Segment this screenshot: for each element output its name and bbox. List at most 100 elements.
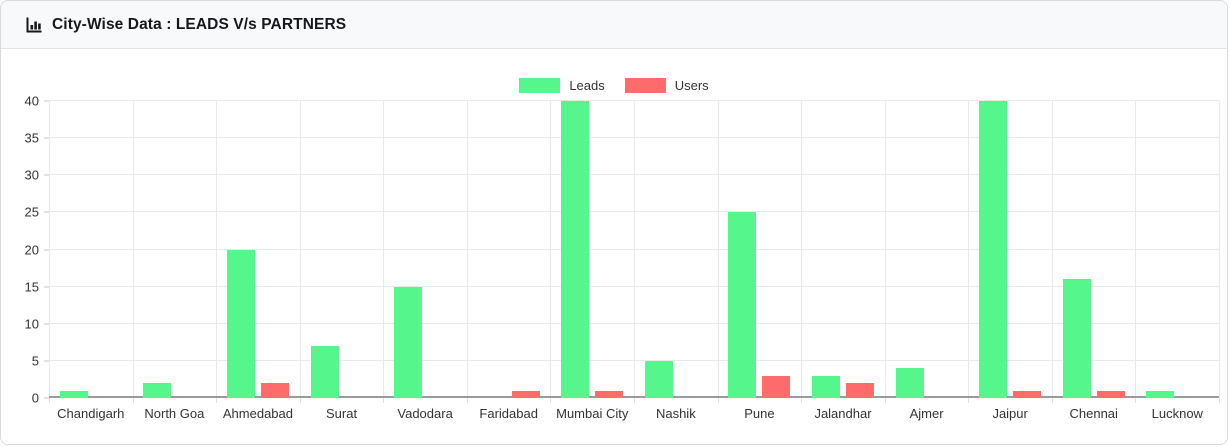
gridline-v-11 [968,101,970,398]
x-tick-mark-4 [383,398,385,403]
bar-group-mumbai-city [550,101,634,398]
x-axis-label-nashik: Nashik [655,406,696,421]
x-axis-label-north-goa: North Goa [144,406,205,421]
x-tick-mark-10 [884,398,886,403]
gridline-h-40 [49,100,1219,101]
x-axis-label-vadodara: Vadodara [397,406,453,421]
bar-users-chennai[interactable] [1096,390,1125,398]
bar-group-ajmer [885,101,969,398]
x-axis-line [49,396,1219,398]
plot-area [49,100,1220,403]
bar-leads-nashik[interactable] [644,360,673,398]
x-tick-mark-12 [1051,398,1053,403]
chart-region: Leads Users 0 5 10 15 20 25 30 35 40 Chandigarh N… [1,49,1227,444]
card-header: City-Wise Data : LEADS V/s PARTNERS [1,1,1227,49]
gridline-v-10 [884,101,886,398]
y-axis: 0 5 10 15 20 25 30 35 40 [1,95,49,405]
x-tick-mark-7 [634,398,635,403]
x-axis-label-faridabad: Faridabad [479,406,538,421]
bar-users-faridabad[interactable] [511,390,540,398]
gridline-v-8 [717,101,719,398]
y-tick-label-5: 5 [31,353,39,369]
bar-leads-chennai[interactable] [1062,279,1091,398]
bar-users-jalandhar[interactable] [845,383,874,398]
users-legend-label: Users [674,78,709,93]
bar-leads-vadodara[interactable] [394,286,423,398]
y-tick-label-25: 25 [24,204,39,220]
x-axis-label-chandigarh: Chandigarh [57,406,125,421]
y-tick-mark-10 [44,323,49,325]
x-axis-label-surat: Surat [325,406,358,421]
x-tick-mark-0 [49,398,50,403]
bar-group-jalandhar [801,101,885,398]
leads-swatch [519,78,561,93]
bar-group-chennai [1052,101,1136,398]
x-axis-label-jaipur: Jaipur [992,406,1028,421]
users-swatch [624,78,666,93]
bar-users-mumbai-city[interactable] [595,390,624,398]
leads-legend-label: Leads [569,78,605,93]
legend-item-leads[interactable]: Leads [519,78,605,93]
x-tick-mark-3 [299,398,301,403]
x-axis-label-ahmedabad: Ahmedabad [222,406,293,421]
bar-leads-pune[interactable] [728,212,757,398]
x-axis-label-mumbai-city: Mumbai City [556,406,629,421]
x-axis-label-pune: Pune [744,406,775,421]
x-tick-mark-6 [550,398,552,403]
y-tick-mark-40 [44,100,49,102]
bar-leads-surat[interactable] [310,346,339,398]
x-axis-labels: Chandigarh North Goa Ahmedabad Surat Vadodar… [49,406,1219,421]
bar-users-jaipur[interactable] [1013,390,1042,398]
bar-leads-jalandhar[interactable] [811,375,840,398]
bar-leads-ajmer[interactable] [895,368,924,398]
bar-users-pune[interactable] [762,375,791,398]
bar-group-ahmedabad [216,101,300,398]
gridline-v-12 [1051,101,1053,398]
gridline-v-2 [216,101,218,398]
bar-group-faridabad [467,101,551,398]
y-tick-label-20: 20 [24,242,39,257]
y-tick-label-0: 0 [31,390,39,406]
gridline-v-13 [1135,101,1137,398]
y-tick-mark-0 [44,397,49,399]
bar-users-ahmedabad[interactable] [260,383,289,398]
x-tick-mark-9 [801,398,803,403]
bar-group-nashik [634,101,718,398]
y-tick-mark-5 [44,360,49,362]
y-tick-mark-15 [44,286,49,288]
x-tick-mark-13 [1135,398,1137,403]
bar-group-jaipur [968,101,1052,398]
bar-leads-north-goa[interactable] [143,383,172,398]
bar-group-north-goa [133,101,217,398]
y-tick-mark-30 [44,174,49,176]
bars-layer [49,101,1219,398]
gridline-v-5 [466,101,468,398]
x-axis-label-chennai: Chennai [1069,406,1118,421]
gridline-v-0 [49,101,50,398]
y-tick-label-30: 30 [24,167,39,183]
bar-leads-lucknow[interactable] [1146,390,1175,398]
bar-leads-chandigarh[interactable] [59,390,88,398]
bar-leads-jaipur[interactable] [979,101,1008,398]
x-axis-label-ajmer: Ajmer [909,406,944,421]
gridline-v-14 [1219,101,1220,398]
bar-group-lucknow [1136,101,1220,398]
page-title: City-Wise Data : LEADS V/s PARTNERS [52,15,347,33]
y-tick-mark-35 [44,137,49,139]
y-tick-mark-25 [44,211,49,213]
x-tick-mark-11 [968,398,970,403]
bar-chart-icon [26,17,42,32]
gridline-v-3 [299,101,301,398]
y-tick-label-40: 40 [24,93,39,109]
gridline-v-7 [634,101,635,398]
y-tick-label-10: 10 [24,316,39,332]
x-tick-mark-1 [132,398,134,403]
bar-group-pune [718,101,802,398]
gridline-v-4 [383,101,385,398]
legend-item-users[interactable]: Users [624,78,709,93]
bar-leads-mumbai-city[interactable] [561,101,590,398]
gridline-v-9 [801,101,803,398]
bar-leads-ahmedabad[interactable] [226,249,255,398]
x-tick-mark-8 [717,398,719,403]
x-tick-mark-14 [1219,398,1220,403]
